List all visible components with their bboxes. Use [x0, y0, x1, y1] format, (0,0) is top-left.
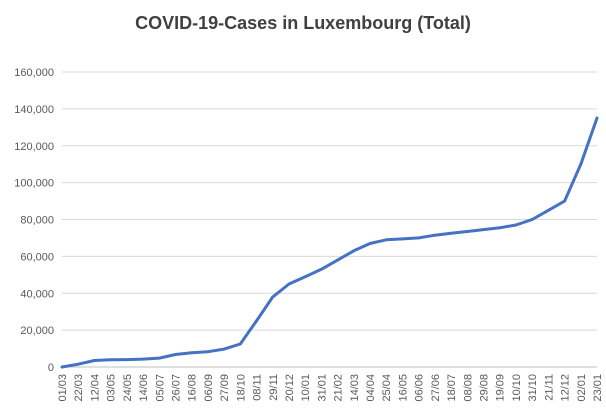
- data-point: [255, 319, 258, 323]
- data-point: [530, 218, 534, 221]
- data-point: [417, 236, 421, 240]
- x-tick-label: 16/05: [397, 374, 409, 402]
- data-point: [319, 267, 323, 271]
- x-tick-label: 29/08: [479, 374, 491, 402]
- data-point: [433, 233, 437, 237]
- data-point: [336, 258, 340, 262]
- x-tick-label: 26/07: [170, 374, 182, 402]
- y-tick-label: 80,000: [20, 215, 54, 227]
- x-tick-label: 12/04: [89, 374, 101, 402]
- data-point: [563, 199, 566, 203]
- y-tick-label: 120,000: [14, 141, 54, 153]
- data-point: [514, 223, 518, 227]
- data-point: [141, 357, 145, 361]
- x-tick-label: 18/10: [235, 374, 247, 402]
- data-point: [368, 242, 372, 245]
- x-tick-label: 06/09: [203, 374, 215, 402]
- data-point: [206, 350, 210, 354]
- x-tick-label: 27/06: [430, 374, 442, 402]
- data-point: [157, 356, 161, 360]
- x-tick-label: 08/08: [462, 374, 474, 402]
- data-point: [222, 347, 226, 351]
- x-tick-label: 10/01: [300, 374, 312, 402]
- x-tick-label: 31/10: [527, 374, 539, 402]
- x-tick-label: 31/01: [316, 374, 328, 402]
- x-tick-label: 14/03: [349, 374, 361, 402]
- data-point: [449, 231, 453, 235]
- x-tick-label: 22/03: [73, 374, 85, 402]
- x-tick-label: 02/01: [576, 374, 588, 402]
- data-point: [287, 282, 291, 286]
- y-tick-label: 60,000: [20, 251, 54, 263]
- x-tick-label: 10/10: [511, 374, 523, 402]
- x-tick-label: 21/02: [333, 374, 345, 402]
- x-tick-label: 24/05: [122, 374, 134, 402]
- data-point: [595, 116, 599, 120]
- chart-title: COVID-19-Cases in Luxembourg (Total): [135, 13, 471, 33]
- y-tick-label: 160,000: [14, 67, 54, 79]
- data-point: [303, 275, 307, 279]
- data-point: [109, 358, 113, 362]
- data-point: [384, 238, 388, 242]
- x-tick-label: 29/11: [268, 374, 280, 401]
- y-tick-label: 140,000: [14, 104, 54, 116]
- x-tick-label: 21/11: [543, 374, 555, 401]
- data-point: [271, 295, 275, 299]
- x-tick-label: 06/06: [414, 374, 426, 402]
- x-tick-label: 08/11: [252, 374, 264, 401]
- x-tick-label: 16/08: [187, 374, 199, 402]
- data-point: [401, 237, 404, 241]
- data-point: [498, 226, 502, 230]
- data-point: [125, 358, 129, 362]
- data-point: [93, 359, 96, 362]
- x-tick-label: 19/09: [495, 374, 507, 402]
- x-tick-label: 04/04: [365, 374, 377, 402]
- x-tick-label: 01/03: [57, 374, 69, 402]
- data-point: [546, 208, 550, 212]
- data-point: [579, 162, 583, 166]
- data-point: [174, 353, 177, 356]
- data-point: [482, 228, 485, 232]
- y-tick-label: 100,000: [14, 178, 54, 190]
- x-tick-label: 25/04: [381, 374, 393, 402]
- x-tick-label: 27/09: [219, 374, 231, 402]
- x-tick-label: 18/07: [446, 374, 458, 402]
- x-tick-label: 03/05: [106, 374, 118, 402]
- y-tick-label: 20,000: [20, 325, 54, 337]
- series-line: [60, 116, 599, 369]
- x-tick-label: 05/07: [154, 374, 166, 402]
- x-tick-label: 20/12: [284, 374, 296, 402]
- y-tick-label: 0: [48, 362, 54, 374]
- x-tick-label: 12/12: [560, 374, 572, 402]
- x-tick-label: 23/01: [592, 374, 604, 402]
- data-point: [238, 342, 242, 346]
- data-point: [352, 249, 356, 253]
- data-point: [465, 230, 469, 233]
- y-tick-label: 40,000: [20, 288, 54, 300]
- data-point: [76, 362, 80, 366]
- data-point: [60, 365, 64, 369]
- data-point: [190, 351, 194, 355]
- x-tick-label: 14/06: [138, 374, 150, 402]
